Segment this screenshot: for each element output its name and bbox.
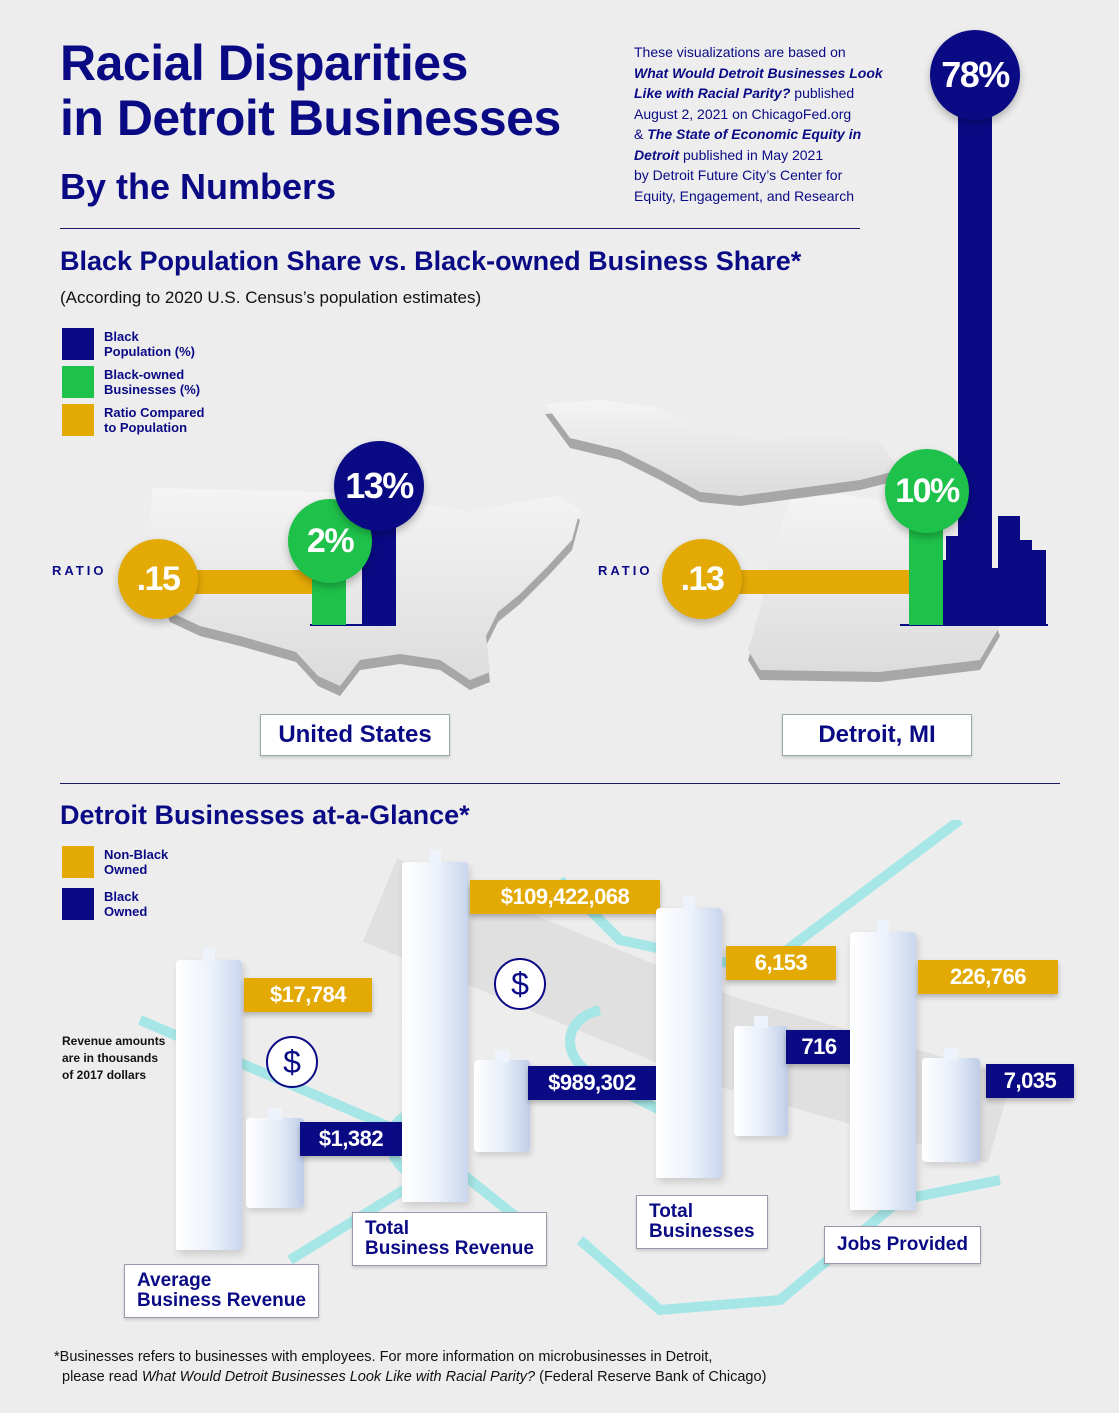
- tower-spire: [877, 920, 889, 934]
- ratio-bubble: .13: [662, 539, 742, 619]
- page-title: Racial Disparities in Detroit Businesses: [60, 36, 561, 146]
- bar-non-black-owned: [850, 932, 916, 1210]
- legend-item: Black-owned Businesses (%): [62, 366, 204, 398]
- dollar-icon: $: [494, 958, 546, 1010]
- source-line: These visualizations are based on: [634, 44, 846, 60]
- legend-swatch: [62, 888, 94, 920]
- tower-spire: [683, 896, 695, 910]
- section1-subtitle: (According to 2020 U.S. Census’s populat…: [60, 288, 482, 307]
- value-label-non-black-owned: $109,422,068: [470, 880, 660, 914]
- section1-title: Black Population Share vs. Black-owned B…: [60, 246, 802, 276]
- population-chart: RATIO .15 2% 13% RATIO .13 10% 78%: [52, 30, 1020, 625]
- source-line: by Detroit Future City’s Center for: [634, 167, 843, 183]
- revenue-note: Revenue amounts are in thousands of 2017…: [62, 1034, 166, 1082]
- ratio-word: RATIO: [52, 563, 107, 578]
- source-line: & The State of Economic Equity in: [634, 126, 862, 142]
- legend-item: Non-Black Owned: [62, 846, 168, 878]
- legend-item: Black Population (%): [62, 328, 204, 360]
- block-spire: [268, 1108, 282, 1120]
- dollar-icon: $: [266, 1036, 318, 1088]
- divider: [60, 228, 860, 229]
- category-label: Total Business Revenue: [352, 1212, 547, 1266]
- section1-legend: Black Population (%) Black-owned Businesse…: [62, 328, 204, 436]
- tower-spire: [203, 948, 215, 962]
- value-label-non-black-owned: $17,784: [244, 978, 372, 1012]
- page-subtitle: By the Numbers: [60, 166, 337, 207]
- category-label-detroit: Detroit, MI: [782, 714, 972, 756]
- bar-black-owned: [474, 1060, 530, 1152]
- block-spire: [754, 1016, 768, 1028]
- legend-swatch: [62, 846, 94, 878]
- bar-black-owned: [246, 1118, 304, 1208]
- category-label-us: United States: [260, 714, 450, 756]
- category-label: Total Businesses: [636, 1195, 768, 1249]
- label-black-population: 13%: [334, 441, 424, 531]
- block-spire: [495, 1050, 509, 1062]
- source-line: Equity, Engagement, and Research: [634, 187, 854, 204]
- source-line: What Would Detroit Businesses Look: [634, 64, 883, 81]
- source-line: Like with Racial Parity? published: [634, 85, 855, 101]
- title-line-1: Racial Disparities: [60, 35, 468, 91]
- ratio-word: RATIO: [598, 563, 653, 578]
- divider: [60, 783, 1060, 784]
- legend-swatch: [62, 404, 94, 436]
- bar-black-population: [958, 110, 992, 625]
- bar-black-owned: [734, 1026, 788, 1136]
- legend-swatch: [62, 328, 94, 360]
- bar-non-black-owned: [656, 908, 722, 1178]
- bar-black-business: [909, 525, 943, 625]
- section2-title: Detroit Businesses at-a-Glance*: [60, 800, 470, 830]
- bar-black-owned: [922, 1058, 980, 1162]
- ratio-bubble: .15: [118, 539, 198, 619]
- bar-non-black-owned: [402, 862, 468, 1202]
- source-note: These visualizations are based on What W…: [634, 42, 894, 206]
- bar-non-black-owned: [176, 960, 242, 1250]
- label-black-business: 10%: [885, 449, 969, 533]
- category-label: Jobs Provided: [824, 1226, 981, 1264]
- value-label-black-owned: $989,302: [528, 1066, 656, 1100]
- source-line: August 2, 2021 on ChicagoFed.org: [634, 105, 852, 122]
- source-line: Detroit published in May 2021: [634, 146, 824, 163]
- block-spire: [944, 1048, 958, 1060]
- value-label-non-black-owned: 226,766: [918, 960, 1058, 994]
- legend-item: Ratio Compared to Population: [62, 404, 204, 436]
- legend-item: Black Owned: [62, 888, 168, 920]
- tower-spire: [429, 850, 441, 864]
- value-label-black-owned: 716: [786, 1030, 852, 1064]
- label-black-population: 78%: [930, 30, 1020, 121]
- value-label-black-owned: $1,382: [300, 1122, 402, 1156]
- category-label: Average Business Revenue: [124, 1264, 319, 1318]
- footnote: *Businesses refers to businesses with em…: [54, 1349, 767, 1385]
- section2-legend: Non-Black Owned Black Owned: [62, 846, 168, 920]
- value-label-non-black-owned: 6,153: [726, 946, 836, 980]
- bar-black-business: [312, 575, 346, 625]
- title-line-2: in Detroit Businesses: [60, 90, 561, 146]
- legend-swatch: [62, 366, 94, 398]
- value-label-black-owned: 7,035: [986, 1064, 1074, 1098]
